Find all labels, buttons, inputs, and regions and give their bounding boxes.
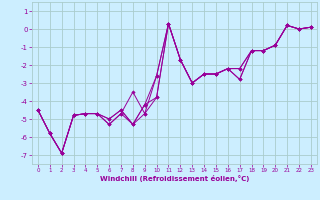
X-axis label: Windchill (Refroidissement éolien,°C): Windchill (Refroidissement éolien,°C) [100,175,249,182]
